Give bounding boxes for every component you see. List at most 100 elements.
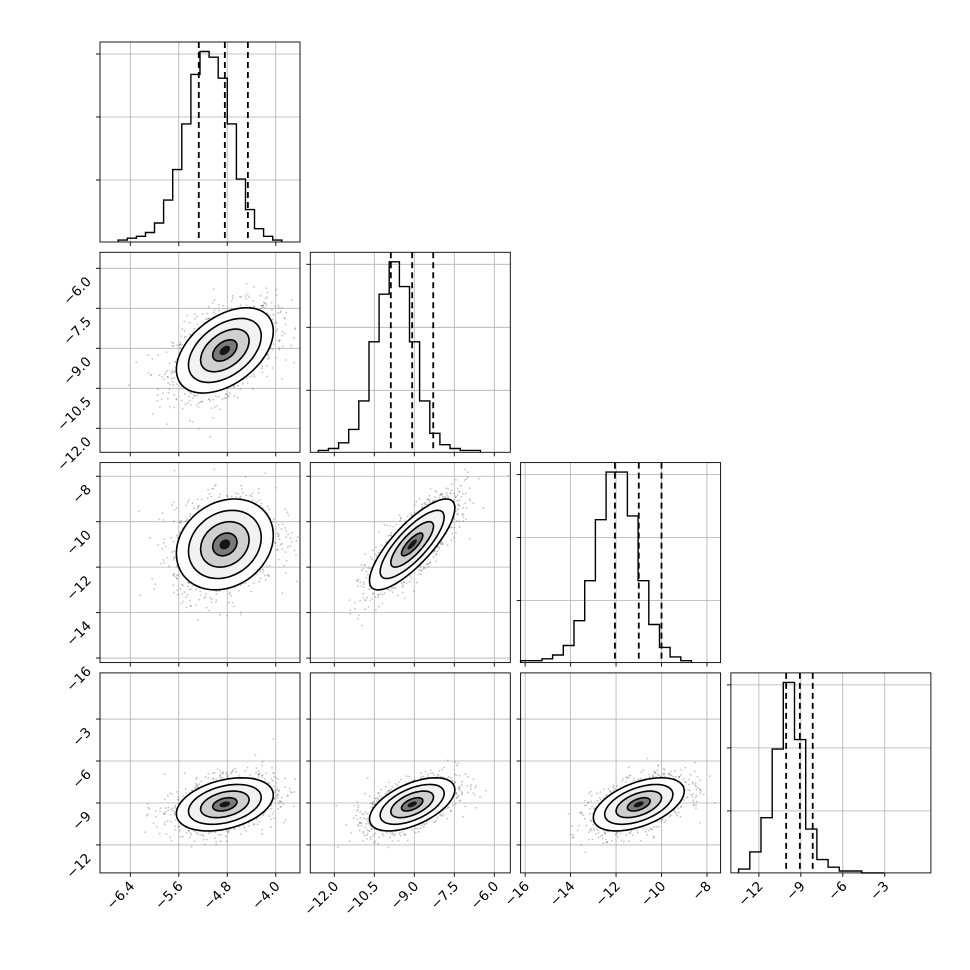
sample-point: [233, 827, 236, 830]
sample-point: [199, 590, 202, 593]
sample-point: [208, 492, 211, 495]
sample-point: [276, 321, 278, 324]
sample-point: [265, 772, 268, 774]
sample-point: [472, 502, 475, 505]
sample-point: [189, 599, 192, 602]
sample-point: [435, 554, 438, 557]
sample-point: [215, 778, 218, 780]
sample-point: [226, 614, 229, 617]
sample-point: [180, 399, 183, 402]
sample-point: [445, 491, 448, 494]
sample-point: [171, 551, 173, 554]
sample-point: [190, 834, 193, 836]
sample-point: [174, 360, 177, 363]
sample-point: [173, 377, 175, 380]
sample-point: [209, 596, 212, 599]
sample-point: [163, 561, 165, 564]
sample-point: [264, 302, 267, 305]
sample-point: [433, 499, 436, 502]
contour-line: [389, 520, 435, 568]
hist-panel-3: [726, 672, 932, 874]
sample-point: [197, 618, 199, 621]
sample-point: [212, 288, 215, 291]
sample-point: [381, 602, 384, 605]
sample-point: [226, 495, 229, 498]
sample-point: [175, 398, 178, 401]
sample-point: [151, 413, 154, 415]
sample-point: [420, 569, 422, 572]
sample-point: [218, 613, 221, 616]
sample-point: [272, 313, 275, 316]
sample-point: [284, 551, 287, 553]
sample-point: [191, 421, 194, 423]
sample-point: [178, 344, 180, 346]
sample-point: [233, 395, 236, 397]
sample-point: [426, 498, 429, 501]
sample-point: [173, 520, 176, 523]
sample-point: [275, 548, 278, 551]
sample-point: [380, 544, 383, 547]
sample-point: [194, 786, 197, 788]
sample-point: [235, 496, 238, 499]
sample-point: [295, 540, 298, 542]
sample-point: [213, 309, 216, 312]
sample-point: [166, 820, 169, 822]
sample-point: [468, 498, 471, 500]
sample-point: [193, 327, 195, 330]
sample-point: [287, 545, 289, 548]
sample-point: [215, 590, 218, 593]
sample-point: [236, 396, 239, 399]
sample-point: [265, 365, 268, 367]
sample-point: [390, 534, 392, 537]
sample-point: [274, 305, 276, 308]
sample-point: [266, 573, 269, 576]
sample-point: [246, 293, 249, 296]
sample-point: [362, 581, 365, 584]
sample-point: [228, 591, 231, 594]
sample-point: [259, 294, 262, 297]
sample-point: [171, 345, 174, 348]
sample-point: [277, 339, 280, 342]
sample-point: [175, 344, 178, 347]
sample-point: [420, 569, 423, 572]
sample-point: [371, 558, 374, 561]
sample-point: [197, 506, 200, 508]
sample-point: [257, 773, 260, 775]
sample-point: [147, 354, 150, 357]
sample-point: [172, 559, 175, 561]
sample-point: [222, 304, 225, 307]
sample-point: [379, 592, 382, 595]
density-panel-0-2: [99, 462, 301, 664]
sample-point: [259, 304, 262, 307]
sample-point: [239, 613, 242, 616]
sample-point: [178, 521, 181, 523]
sample-point: [194, 313, 197, 315]
sample-point: [394, 587, 397, 589]
sample-point: [173, 509, 176, 511]
sample-point: [273, 343, 275, 345]
sample-point: [180, 602, 183, 605]
sample-point: [277, 306, 280, 309]
sample-point: [388, 588, 390, 591]
sample-point: [214, 406, 216, 408]
sample-point: [284, 318, 286, 320]
sample-point: [210, 407, 213, 409]
sample-point: [172, 384, 174, 387]
sample-point: [201, 833, 204, 836]
sample-point: [180, 385, 183, 388]
sample-point: [377, 596, 379, 599]
sample-point: [280, 528, 283, 530]
contour-line: [400, 532, 424, 557]
sample-point: [237, 384, 240, 387]
sample-point: [257, 488, 260, 490]
sample-point: [281, 378, 283, 380]
sample-point: [428, 500, 431, 503]
sample-point: [417, 573, 420, 575]
sample-point: [203, 843, 206, 846]
sample-point: [362, 568, 364, 570]
sample-point: [280, 310, 282, 313]
sample-point: [264, 574, 266, 577]
sample-point: [215, 483, 217, 486]
sample-point: [275, 288, 278, 291]
sample-point: [251, 375, 254, 377]
